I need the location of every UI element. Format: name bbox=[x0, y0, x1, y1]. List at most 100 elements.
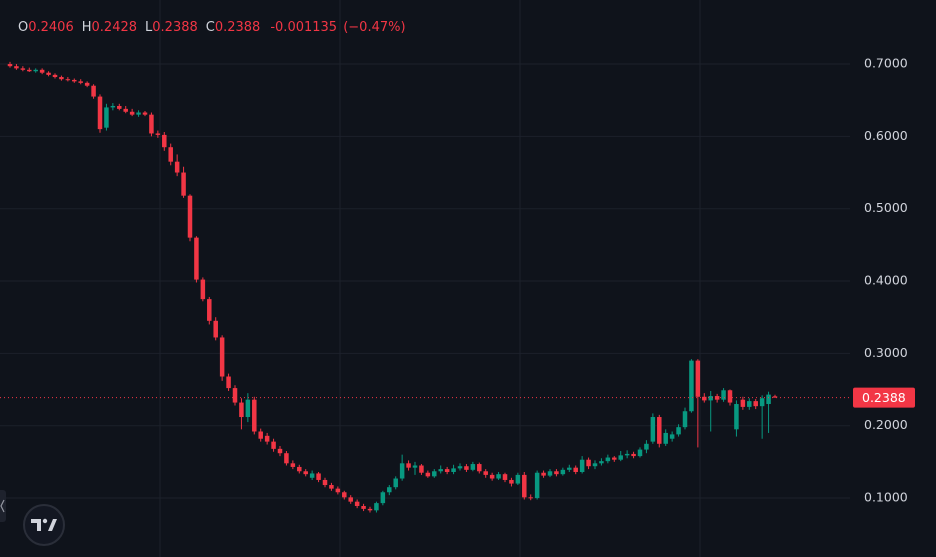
candle-body bbox=[412, 465, 418, 468]
candle-body bbox=[155, 133, 161, 135]
candle-body bbox=[547, 471, 553, 476]
candle-body bbox=[316, 473, 321, 480]
candle-body bbox=[657, 417, 662, 444]
candle-body bbox=[599, 461, 604, 464]
candle-body bbox=[374, 503, 379, 511]
y-tick-label: 0.3000 bbox=[864, 345, 908, 360]
candle-body bbox=[586, 459, 591, 467]
candle-body bbox=[759, 398, 765, 407]
candle-body bbox=[361, 506, 366, 509]
candle-body bbox=[20, 68, 26, 70]
candle-body bbox=[303, 471, 308, 475]
candle-body bbox=[136, 112, 141, 115]
candle-body bbox=[110, 105, 116, 108]
candle-body bbox=[213, 320, 218, 338]
candle-body bbox=[682, 411, 688, 428]
candle-body bbox=[277, 448, 283, 454]
ohlc-key: H bbox=[81, 20, 92, 35]
candle-body bbox=[72, 79, 77, 82]
candle-body bbox=[194, 237, 199, 280]
candle-body bbox=[97, 96, 103, 130]
candle-body bbox=[104, 107, 109, 128]
y-tick-label: 0.6000 bbox=[864, 128, 908, 143]
candle-body bbox=[457, 466, 463, 469]
side-tab-chevron bbox=[0, 499, 5, 513]
candle-body bbox=[579, 459, 585, 473]
candle-body bbox=[252, 399, 257, 432]
candle-body bbox=[624, 453, 630, 456]
candle-body bbox=[432, 471, 437, 477]
ohlc-value: 0.2388 bbox=[152, 20, 198, 35]
candle-body bbox=[348, 497, 353, 502]
candle-body bbox=[419, 465, 424, 473]
candles bbox=[0, 61, 850, 513]
candle-body bbox=[33, 69, 38, 72]
candle-body bbox=[393, 478, 398, 488]
candle-body bbox=[387, 487, 392, 493]
candle-body bbox=[515, 474, 521, 484]
candle-body bbox=[200, 279, 206, 300]
candle-body bbox=[117, 105, 122, 109]
candle-body bbox=[425, 472, 431, 477]
candle-body bbox=[451, 468, 456, 473]
candle-body bbox=[226, 376, 231, 389]
candle-body bbox=[271, 441, 276, 449]
candle-body bbox=[59, 77, 64, 80]
candle-body bbox=[631, 453, 636, 457]
candle-body bbox=[91, 85, 96, 97]
logo[interactable] bbox=[23, 504, 65, 546]
last-price-box bbox=[853, 387, 915, 408]
candle-body bbox=[406, 463, 411, 468]
candle-body bbox=[637, 449, 643, 457]
candle-body bbox=[399, 463, 405, 479]
change: -0.001135 bbox=[270, 20, 338, 35]
candle-body bbox=[496, 474, 501, 479]
candle-body bbox=[554, 471, 559, 475]
candle-body bbox=[46, 72, 51, 75]
candle-body bbox=[187, 195, 193, 238]
candle-body bbox=[567, 467, 572, 470]
candle-body bbox=[329, 485, 334, 489]
price-axis: 0.1000 0.2000 0.3000 0.4000 0.5000 0.6000 0.70… bbox=[853, 56, 915, 505]
candle-body bbox=[52, 74, 58, 78]
candle-body bbox=[502, 474, 508, 480]
candle-body bbox=[27, 69, 32, 72]
candle-body bbox=[470, 464, 476, 470]
candle-body bbox=[727, 390, 733, 403]
candle-body bbox=[309, 473, 315, 478]
candle-body bbox=[489, 474, 495, 479]
candle-body bbox=[354, 501, 360, 507]
last-price-label: 0.2388 bbox=[862, 390, 906, 405]
candle-body bbox=[663, 432, 668, 444]
candle-body bbox=[84, 82, 90, 86]
candle-body bbox=[605, 457, 611, 462]
ohlc-value: 0.2406 bbox=[28, 20, 74, 35]
candle-body bbox=[714, 396, 720, 400]
candle-body bbox=[618, 455, 623, 460]
candle-body bbox=[721, 390, 726, 400]
candle-body bbox=[747, 401, 752, 407]
candle-body bbox=[149, 114, 154, 134]
candle-body bbox=[342, 492, 347, 498]
candle-body bbox=[753, 401, 758, 407]
candle-body bbox=[509, 479, 514, 484]
y-tick-label: 0.7000 bbox=[864, 56, 908, 71]
candle-body bbox=[380, 492, 386, 504]
candle-body bbox=[14, 66, 19, 69]
candle-body bbox=[592, 463, 598, 467]
candle-body bbox=[264, 435, 270, 442]
grid bbox=[0, 63, 850, 499]
candle-body bbox=[650, 417, 656, 442]
ohlc-header: O0.2406 H0.2428 L0.2388 C0.2388 -0.001135 (−… bbox=[18, 20, 406, 35]
candle-body bbox=[7, 64, 13, 67]
candle-body bbox=[219, 337, 225, 377]
side-tab[interactable] bbox=[0, 490, 6, 522]
candle-body bbox=[766, 394, 771, 405]
candle-body bbox=[560, 469, 566, 475]
y-tick-label: 0.1000 bbox=[864, 490, 908, 505]
candle-body bbox=[464, 466, 469, 470]
candle-body bbox=[232, 388, 238, 403]
candle-body bbox=[367, 508, 373, 511]
